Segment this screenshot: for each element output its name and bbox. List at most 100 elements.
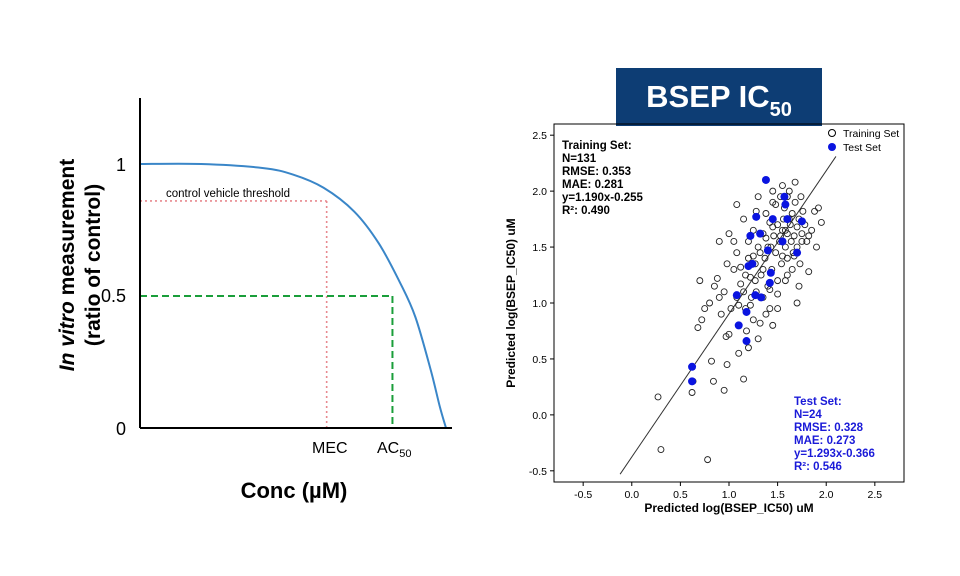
training-point xyxy=(805,268,813,276)
tick-layer: -0.5 0.0 0.5 1.0 1.5 2.0 2.5 -0.5 0.0 0.5 1.0 1.5 2.… xyxy=(529,130,882,501)
test-point xyxy=(783,215,792,224)
training-point xyxy=(740,215,748,223)
fit-line xyxy=(619,156,837,475)
test-point xyxy=(765,278,774,287)
legend-test-label: Test Set xyxy=(843,142,881,154)
scatter-layer xyxy=(619,156,837,475)
chart-title: BSEP IC50 xyxy=(646,79,792,121)
training-point xyxy=(772,249,780,257)
training-point xyxy=(811,207,819,215)
test-point xyxy=(778,237,787,246)
training-point xyxy=(723,260,731,268)
training-point xyxy=(795,282,803,290)
training-point xyxy=(754,243,762,251)
test-point xyxy=(761,175,770,184)
bsep-scatter-chart: BSEP IC50 -0.5 0.0 0.5 1.0 1.5 2.0 2.5 -0.5 0.0 0… xyxy=(504,68,905,515)
scatter-y-axis-label: Predicted log(BSEP_IC50) uM xyxy=(504,218,518,387)
training-point xyxy=(779,252,786,260)
x-tick-label: -0.5 xyxy=(574,489,592,501)
test-stats-line: RMSE: 0.328 xyxy=(794,422,864,434)
training-point xyxy=(766,305,774,313)
training-point xyxy=(805,232,813,240)
x-tick-label: 2.0 xyxy=(819,489,834,501)
scatter-x-axis-label: Predicted log(BSEP_IC50) uM xyxy=(644,501,813,515)
training-point xyxy=(733,249,741,257)
training-point xyxy=(743,327,750,335)
training-point xyxy=(774,290,782,298)
training-point xyxy=(706,299,714,307)
training-point xyxy=(754,335,762,343)
training-point xyxy=(720,288,728,296)
test-point xyxy=(766,268,775,277)
training-point xyxy=(756,319,764,327)
y-tick-label: 1.0 xyxy=(532,298,547,310)
x-tick-label: 0.5 xyxy=(673,489,688,501)
training-point xyxy=(657,446,665,454)
training-point xyxy=(793,223,801,231)
test-point xyxy=(688,362,697,371)
test-point xyxy=(742,337,751,346)
concentration-response-chart: 1 0.5 0 control vehicle threshold MEC AC… xyxy=(56,98,452,503)
left-y-tick-0: 0 xyxy=(116,419,126,439)
test-point xyxy=(688,377,697,386)
training-point xyxy=(791,198,799,206)
training-point xyxy=(788,265,796,273)
training-point xyxy=(796,260,804,268)
training-point xyxy=(762,310,770,318)
training-point xyxy=(770,232,778,240)
training-point xyxy=(798,230,806,238)
training-point xyxy=(746,301,754,309)
test-stats: Test Set: N=24 RMSE: 0.328 MAE: 0.273 y=… xyxy=(794,396,875,473)
training-point xyxy=(749,252,757,260)
test-point xyxy=(752,212,761,221)
training-point xyxy=(735,301,743,309)
training-point xyxy=(735,349,743,357)
training-point xyxy=(790,232,798,240)
y-tick-label: -0.5 xyxy=(529,466,547,478)
training-point xyxy=(688,389,696,396)
training-point xyxy=(751,277,759,285)
training-point xyxy=(799,207,807,215)
test-point xyxy=(748,259,757,268)
left-x-axis-label: Conc (µM) xyxy=(241,478,348,503)
test-point xyxy=(797,217,806,226)
training-point xyxy=(737,263,745,271)
training-stats-line: y=1.190x-0.255 xyxy=(562,192,643,204)
training-point xyxy=(769,187,777,195)
training-point xyxy=(723,361,731,368)
left-y-axis-label-line2: (ratio of control) xyxy=(82,184,105,346)
training-point xyxy=(813,243,820,251)
legend: Training Set Test Set xyxy=(828,128,899,154)
training-stats-line: RMSE: 0.353 xyxy=(562,166,631,178)
training-point xyxy=(715,238,723,245)
training-point xyxy=(791,178,799,186)
legend-training-label: Training Set xyxy=(843,128,899,140)
title-banner xyxy=(616,68,822,126)
training-point xyxy=(772,201,780,209)
training-point xyxy=(696,277,704,285)
y-tick-label: 2.5 xyxy=(532,130,547,142)
test-stats-line: N=24 xyxy=(794,409,822,421)
training-point xyxy=(774,305,782,313)
training-point xyxy=(785,187,793,195)
training-point xyxy=(708,357,715,365)
training-point xyxy=(698,316,706,324)
test-point xyxy=(757,293,766,302)
training-point xyxy=(730,265,738,273)
training-point xyxy=(757,271,765,279)
training-point xyxy=(769,321,777,329)
x-tick-label: 2.5 xyxy=(868,489,883,501)
test-point xyxy=(781,200,790,209)
training-point xyxy=(717,310,725,318)
training-point xyxy=(783,271,791,279)
training-point xyxy=(709,377,717,385)
training-point xyxy=(713,274,721,282)
x-tick-label: 1.0 xyxy=(722,489,737,501)
training-point xyxy=(774,277,782,285)
test-stats-line: MAE: 0.273 xyxy=(794,435,855,447)
training-point xyxy=(754,193,762,201)
test-stats-line: R²: 0.546 xyxy=(794,461,842,473)
response-curve xyxy=(139,162,447,429)
test-point xyxy=(732,291,741,300)
training-stats-line: R²: 0.490 xyxy=(562,205,610,217)
